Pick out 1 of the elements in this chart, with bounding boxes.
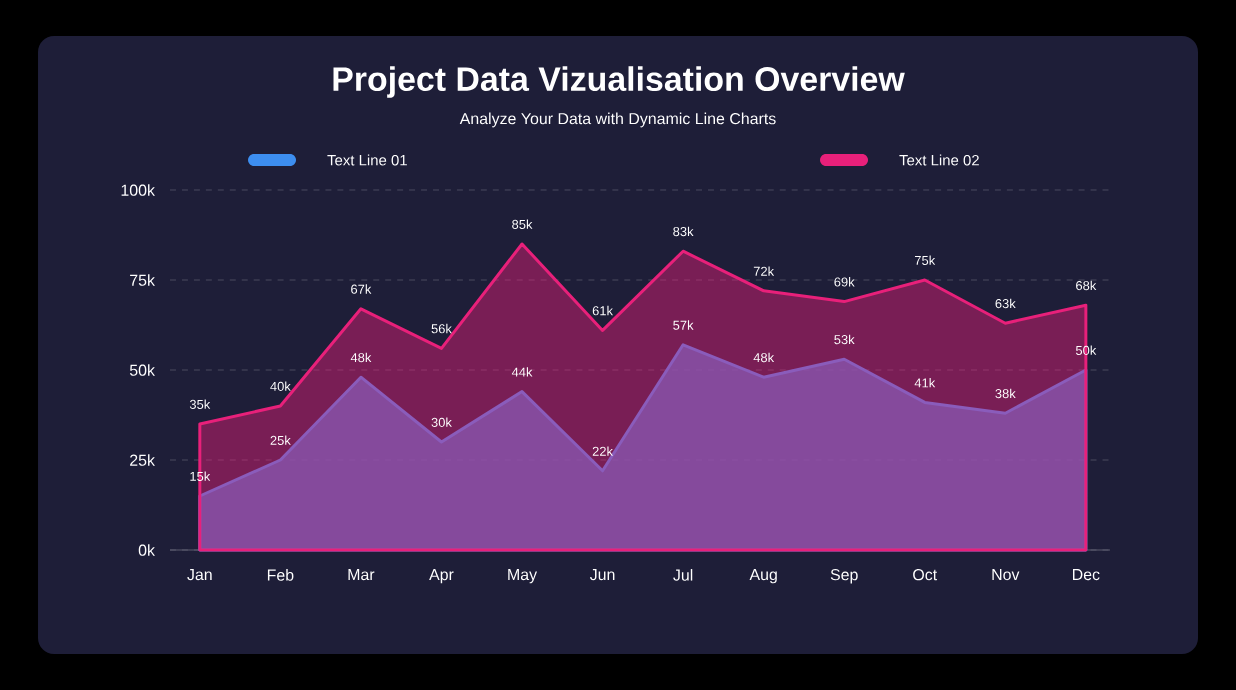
chart-title: Project Data Vizualisation Overview (333, 66, 905, 98)
